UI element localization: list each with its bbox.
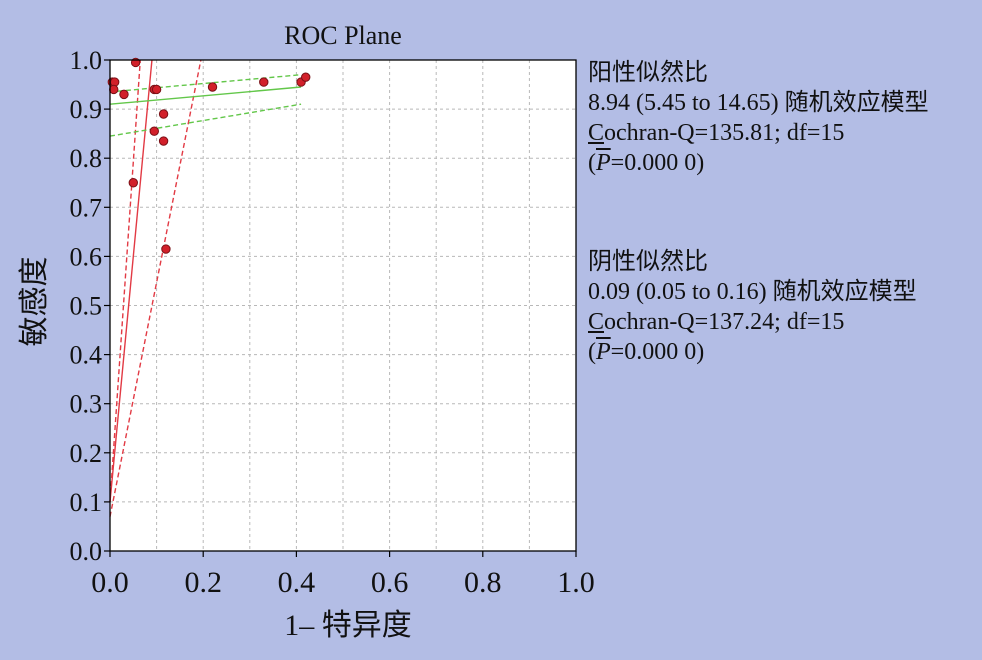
x-tick-label: 0.8 <box>464 566 502 599</box>
negative-lr-estimate: 0.09 (0.05 to 0.16) 随机效应模型 <box>588 279 917 305</box>
positive-lr-p-letter: P <box>596 150 611 176</box>
y-tick-label: 0.8 <box>70 144 103 173</box>
negative-lr-p-value: (P=0.000 0) <box>588 337 917 367</box>
negative-lr-q-prefix: C <box>588 309 605 335</box>
negative-lr-p-letter: P <box>596 339 611 365</box>
data-point <box>161 244 171 254</box>
y-tick-label: 0.9 <box>70 95 103 124</box>
positive-lr-title: 阳性似然比 <box>588 60 708 86</box>
positive-lr-cochran-q: Cochran-Q=135.81; df=15 <box>588 118 929 148</box>
y-axis: 0.0 0.1 0.2 0.3 0.4 0.5 0.6 0.7 0.8 0.9 1.0 <box>70 46 110 566</box>
x-tick-label: 0.4 <box>278 566 316 599</box>
data-point <box>158 109 169 119</box>
y-tick-label: 0.6 <box>70 242 103 271</box>
grid-lines <box>110 60 576 551</box>
data-point <box>151 84 162 95</box>
data-point <box>158 136 169 146</box>
x-tick-label: 0.2 <box>184 566 222 599</box>
fit-lines <box>109 59 302 517</box>
y-tick-label: 0.3 <box>70 390 103 419</box>
negative-lr-stats: 阴性似然比 0.09 (0.05 to 0.16) 随机效应模型 Cochran… <box>588 247 917 367</box>
positive-lr-p-open: ( <box>588 150 596 176</box>
y-tick-label: 0.0 <box>70 537 103 566</box>
chart-title: ROC Plane <box>284 21 402 50</box>
line-negative-lr-fit <box>109 86 302 105</box>
negative-lr-p-rest: =0.000 0) <box>610 339 705 365</box>
positive-lr-stats: 阳性似然比 8.94 (5.45 to 14.65) 随机效应模型 Cochra… <box>588 58 929 178</box>
x-axis-label: 1– 特异度 <box>284 609 412 642</box>
x-tick-label: 0.6 <box>371 566 409 599</box>
data-point <box>119 89 129 100</box>
negative-lr-p-open: ( <box>588 339 596 365</box>
data-point <box>301 72 311 82</box>
data-point <box>149 126 159 136</box>
y-tick-label: 0.7 <box>70 193 103 222</box>
y-tick-label: 0.5 <box>70 292 103 321</box>
data-point <box>109 84 119 95</box>
y-tick-label: 1.0 <box>70 46 103 75</box>
x-tick-label: 1.0 <box>557 566 595 599</box>
negative-lr-q-rest: ochran-Q=137.24; df=15 <box>604 309 845 335</box>
line-positive-lr-fit <box>109 59 153 502</box>
y-tick-label: 0.1 <box>70 488 103 517</box>
positive-lr-q-prefix: C <box>588 120 605 146</box>
positive-lr-q-rest: ochran-Q=135.81; df=15 <box>604 120 845 146</box>
x-axis: 0.0 0.2 0.4 0.6 0.8 1.0 <box>91 551 595 599</box>
positive-lr-p-rest: =0.000 0) <box>610 150 705 176</box>
line-positive-lr-ci-upper <box>109 59 141 502</box>
negative-lr-cochran-q: Cochran-Q=137.24; df=15 <box>588 307 917 337</box>
line-positive-lr-ci-lower <box>109 59 202 517</box>
data-point <box>128 178 139 188</box>
line-negative-lr-ci-lower <box>109 103 302 137</box>
positive-lr-estimate: 8.94 (5.45 to 14.65) 随机效应模型 <box>588 90 929 116</box>
negative-lr-title: 阴性似然比 <box>588 249 708 275</box>
positive-lr-p-value: (P=0.000 0) <box>588 148 929 178</box>
y-tick-label: 0.2 <box>70 439 103 468</box>
data-point <box>207 82 218 92</box>
y-axis-label: 敏感度 <box>18 257 51 347</box>
y-tick-label: 0.4 <box>70 341 103 370</box>
x-tick-label: 0.0 <box>91 566 129 599</box>
data-point <box>259 77 269 87</box>
